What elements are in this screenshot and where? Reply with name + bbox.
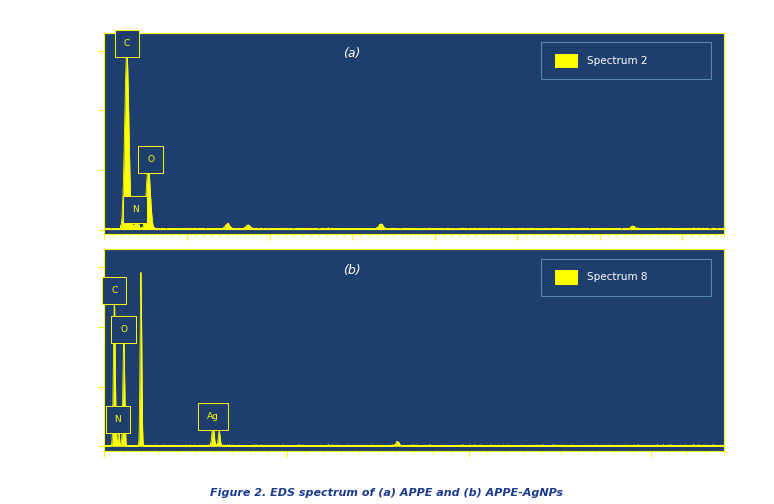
Text: Spectrum 8: Spectrum 8 [587,272,648,282]
Text: (b): (b) [344,264,361,277]
Text: Spectrum 2: Spectrum 2 [587,55,648,66]
Text: C: C [124,39,130,48]
Text: O: O [147,155,154,164]
Text: C: C [111,286,118,295]
FancyBboxPatch shape [541,259,711,296]
Text: N: N [132,205,139,214]
Text: counts: counts [53,115,63,152]
Text: counts: counts [53,332,63,369]
Bar [555,270,578,285]
Text: keV: keV [731,251,752,261]
FancyBboxPatch shape [541,42,711,79]
Text: Ag: Ag [207,412,219,421]
Text: keV: keV [731,468,752,478]
Text: O: O [120,325,127,334]
Text: N: N [115,415,122,424]
Bar [555,53,578,68]
Text: Figure 2. EDS spectrum of (a) APPE and (b) APPE-AgNPs: Figure 2. EDS spectrum of (a) APPE and (… [211,488,563,498]
Text: (a): (a) [344,47,361,60]
